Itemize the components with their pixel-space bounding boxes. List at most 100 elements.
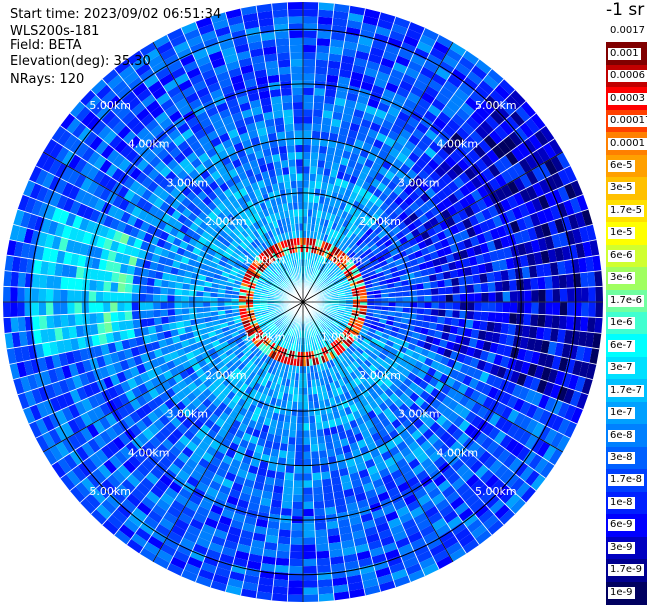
ppi-bin bbox=[487, 204, 499, 218]
ppi-bin bbox=[346, 347, 354, 356]
ppi-bin bbox=[274, 368, 281, 377]
ppi-bin bbox=[366, 331, 375, 338]
ppi-bin bbox=[349, 152, 360, 162]
ppi-bin bbox=[164, 421, 177, 434]
ppi-bin bbox=[167, 343, 177, 354]
ppi-bin bbox=[219, 364, 229, 374]
ppi-bin bbox=[13, 346, 24, 363]
ppi-bin bbox=[406, 116, 420, 129]
ppi-bin bbox=[484, 331, 494, 343]
ppi-bin bbox=[356, 249, 365, 258]
ppi-bin bbox=[314, 181, 322, 190]
ppi-bin bbox=[351, 478, 363, 489]
ppi-bin bbox=[347, 581, 364, 592]
ppi-bin bbox=[533, 364, 545, 380]
ppi-bin bbox=[532, 406, 545, 422]
ppi-bin bbox=[513, 397, 525, 413]
ppi-bin bbox=[340, 384, 349, 394]
ppi-bin bbox=[303, 530, 316, 538]
ppi-bin bbox=[374, 197, 384, 208]
ppi-bin bbox=[509, 220, 521, 234]
ppi-bin bbox=[447, 180, 460, 193]
ppi-bin bbox=[112, 436, 126, 451]
ppi-bin bbox=[388, 302, 396, 307]
ppi-bin bbox=[147, 399, 159, 412]
ppi-bin bbox=[135, 527, 152, 542]
ppi-bin bbox=[135, 394, 148, 408]
ppi-bin bbox=[571, 258, 581, 274]
ppi-bin bbox=[419, 66, 436, 80]
ppi-bin bbox=[386, 364, 396, 374]
ppi-bin bbox=[324, 160, 333, 170]
ppi-bin bbox=[237, 362, 246, 372]
ppi-bin bbox=[389, 562, 406, 574]
ppi-bin bbox=[355, 322, 364, 329]
ppi-bin bbox=[213, 433, 225, 445]
ppi-bin bbox=[96, 322, 106, 335]
ppi-bin bbox=[420, 268, 429, 277]
ppi-bin bbox=[561, 245, 572, 261]
ppi-bin bbox=[470, 389, 482, 402]
ppi-bin bbox=[355, 357, 364, 366]
ppi-bin bbox=[132, 507, 148, 522]
ppi-bin bbox=[545, 302, 553, 316]
ppi-bin bbox=[496, 225, 507, 238]
ppi-bin bbox=[375, 522, 391, 533]
ppi-bin bbox=[421, 320, 430, 329]
ppi-bin bbox=[310, 275, 315, 283]
ppi-bin bbox=[263, 316, 272, 322]
ppi-bin bbox=[450, 521, 467, 536]
ppi-bin bbox=[509, 279, 517, 292]
ppi-bin bbox=[356, 278, 365, 285]
ppi-bin bbox=[531, 391, 544, 407]
ppi-bin bbox=[221, 454, 234, 466]
ppi-bin bbox=[282, 102, 293, 111]
ppi-bin bbox=[422, 314, 431, 323]
ppi-bin bbox=[430, 409, 442, 422]
ppi-bin bbox=[272, 327, 280, 334]
ppi-bin bbox=[338, 225, 346, 234]
ppi-bin bbox=[398, 211, 409, 222]
ppi-bin bbox=[325, 345, 332, 353]
ppi-bin bbox=[544, 191, 557, 208]
ppi-bin bbox=[243, 478, 255, 489]
ppi-bin bbox=[131, 293, 139, 302]
ppi-bin bbox=[358, 343, 367, 352]
ppi-bin bbox=[356, 391, 366, 401]
ppi-bin bbox=[49, 396, 62, 413]
ppi-bin bbox=[284, 414, 292, 423]
ppi-bin bbox=[388, 445, 401, 457]
ppi-bin bbox=[317, 325, 323, 333]
ppi-bin bbox=[374, 438, 386, 449]
ppi-bin bbox=[352, 485, 365, 496]
ppi-bin bbox=[312, 335, 317, 344]
ppi-bin bbox=[326, 520, 339, 530]
ppi-bin bbox=[506, 194, 519, 210]
ppi-bin bbox=[414, 319, 423, 328]
ppi-bin bbox=[351, 425, 362, 436]
ppi-bin bbox=[160, 287, 169, 295]
ppi-bin bbox=[575, 345, 586, 362]
ppi-bin bbox=[285, 130, 295, 139]
ppi-bin bbox=[340, 474, 352, 484]
ppi-bin bbox=[556, 385, 568, 402]
ppi-bin bbox=[343, 329, 351, 336]
ppi-bin bbox=[380, 360, 390, 370]
ppi-bin bbox=[458, 196, 471, 210]
ppi-bin bbox=[303, 401, 309, 410]
ppi-bin bbox=[392, 141, 405, 153]
ppi-bin bbox=[137, 383, 149, 395]
ppi-bin bbox=[236, 351, 245, 360]
ppi-bin bbox=[331, 433, 340, 442]
ppi-bin bbox=[290, 321, 295, 329]
ppi-bin bbox=[394, 286, 403, 293]
ppi-bin bbox=[494, 504, 511, 520]
ppi-bin bbox=[349, 78, 363, 89]
ppi-bin bbox=[123, 402, 136, 415]
ppi-bin bbox=[361, 325, 370, 332]
ppi-bin bbox=[273, 478, 285, 487]
ppi-bin bbox=[489, 89, 506, 106]
ppi-bin bbox=[338, 370, 346, 379]
ppi-bin bbox=[110, 281, 119, 293]
ppi-bin bbox=[432, 257, 441, 267]
